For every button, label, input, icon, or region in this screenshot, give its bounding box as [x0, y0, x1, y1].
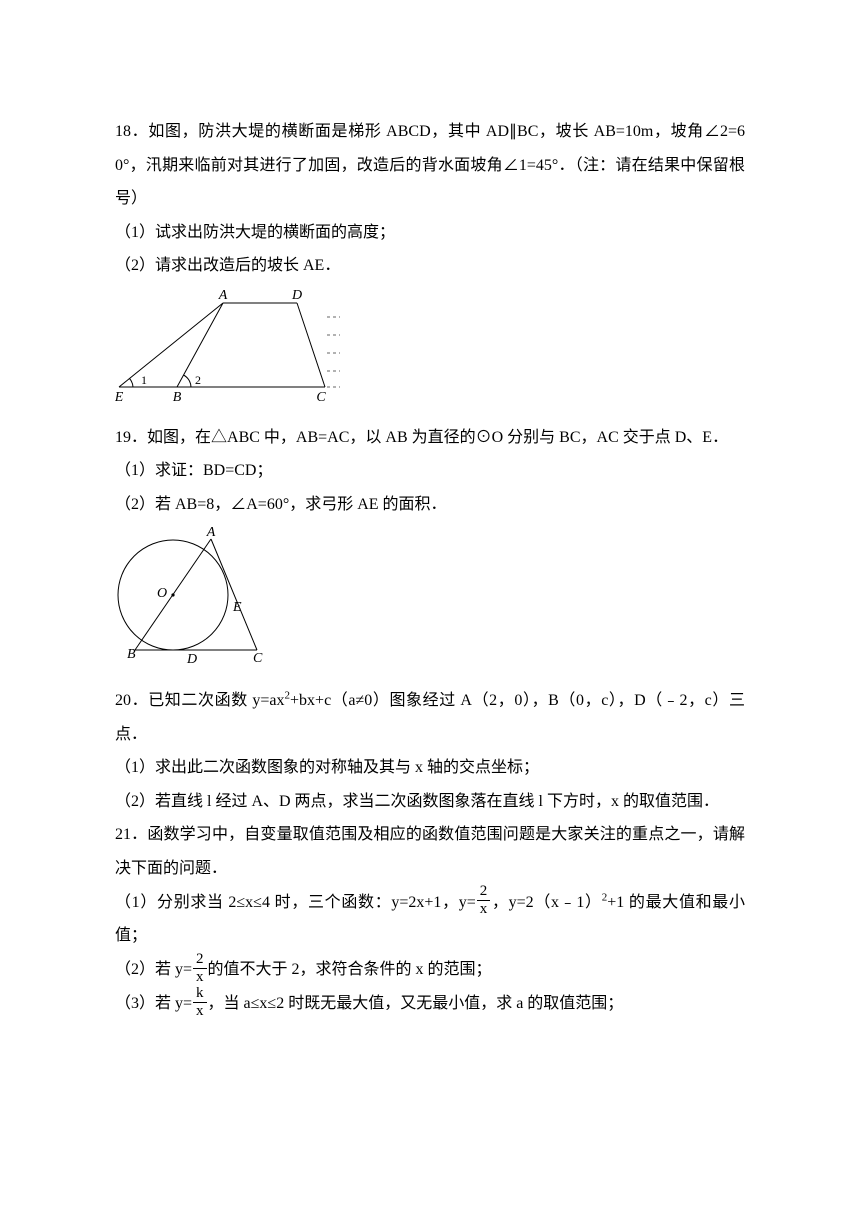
svg-text:2: 2 [195, 373, 201, 387]
svg-text:B: B [127, 647, 136, 662]
svg-text:D: D [291, 288, 302, 303]
svg-text:E: E [232, 600, 242, 615]
q18-part2: （2）请求出改造后的坡长 AE． [115, 249, 745, 283]
q21-stem: 21．函数学习中，自变量取值范围及相应的函数值范围问题是大家关注的重点之一，请解… [115, 818, 745, 885]
q21-p2-b: 的值不大于 2，求符合条件的 x 的范围； [208, 961, 492, 978]
fraction-k-over-x: kx [193, 986, 207, 1019]
svg-text:C: C [316, 390, 326, 402]
fraction-2-over-x: 2x [477, 884, 491, 917]
q19-part1: （1）求证：BD=CD； [115, 454, 745, 488]
q18-number: 18． [115, 123, 148, 140]
trapezoid-diagram: A D E B C 1 2 [115, 287, 340, 402]
q21-part1: （1）分别求当 2≤x≤4 时，三个函数：y=2x+1，y=2x，y=2（x﹣1… [115, 886, 745, 953]
svg-text:E: E [115, 390, 124, 402]
svg-text:O: O [157, 586, 167, 601]
svg-text:B: B [173, 390, 182, 402]
svg-text:C: C [253, 651, 263, 665]
q18-figure: A D E B C 1 2 [115, 287, 745, 415]
q18-part1: （1）试求出防洪大堤的横断面的高度； [115, 216, 745, 250]
q18-stem-text: 如图，防洪大堤的横断面是梯形 ABCD，其中 AD∥BC，坡长 AB=10m，坡… [115, 123, 745, 207]
q21-p3-a: （3）若 y= [115, 995, 192, 1012]
q19-stem: 19．如图，在△ABC 中，AB=AC，以 AB 为直径的⊙O 分别与 BC，A… [115, 421, 745, 455]
q20-stem-a: 已知二次函数 y=ax [148, 692, 284, 709]
q19-part2: （2）若 AB=8，∠A=60°，求弓形 AE 的面积． [115, 488, 745, 522]
q21-p3-b: ，当 a≤x≤2 时既无最大值，又无最小值，求 a 的取值范围； [208, 995, 624, 1012]
q21-number: 21． [115, 826, 147, 843]
svg-text:D: D [186, 652, 197, 665]
q20-part1: （1）求出此二次函数图象的对称轴及其与 x 轴的交点坐标； [115, 751, 745, 785]
svg-text:A: A [206, 525, 216, 540]
svg-text:1: 1 [141, 373, 147, 387]
q19-number: 19． [115, 429, 147, 446]
q19-figure: A B C D E O [115, 525, 745, 678]
fraction-2-over-x-b: 2x [193, 952, 207, 985]
q21-part3: （3）若 y=kx，当 a≤x≤2 时既无最大值，又无最小值，求 a 的取值范围… [115, 987, 745, 1021]
q21-p1-b: ，y=2（x﹣1） [491, 894, 601, 911]
q21-p2-a: （2）若 y= [115, 961, 192, 978]
svg-text:A: A [218, 288, 228, 303]
q20-number: 20． [115, 692, 148, 709]
q21-p1-a: （1）分别求当 2≤x≤4 时，三个函数：y=2x+1，y= [115, 894, 476, 911]
q20-stem: 20．已知二次函数 y=ax2+bx+c（a≠0）图象经过 A（2，0），B（0… [115, 684, 745, 751]
q19-stem-text: 如图，在△ABC 中，AB=AC，以 AB 为直径的⊙O 分别与 BC，AC 交… [147, 429, 728, 446]
q18-stem: 18．如图，防洪大堤的横断面是梯形 ABCD，其中 AD∥BC，坡长 AB=10… [115, 115, 745, 216]
circle-triangle-diagram: A B C D E O [115, 525, 265, 665]
q20-part2: （2）若直线 l 经过 A、D 两点，求当二次函数图象落在直线 l 下方时，x … [115, 785, 745, 819]
q21-part2: （2）若 y=2x的值不大于 2，求符合条件的 x 的范围； [115, 953, 745, 987]
q21-stem-text: 函数学习中，自变量取值范围及相应的函数值范围问题是大家关注的重点之一，请解决下面… [115, 826, 745, 877]
